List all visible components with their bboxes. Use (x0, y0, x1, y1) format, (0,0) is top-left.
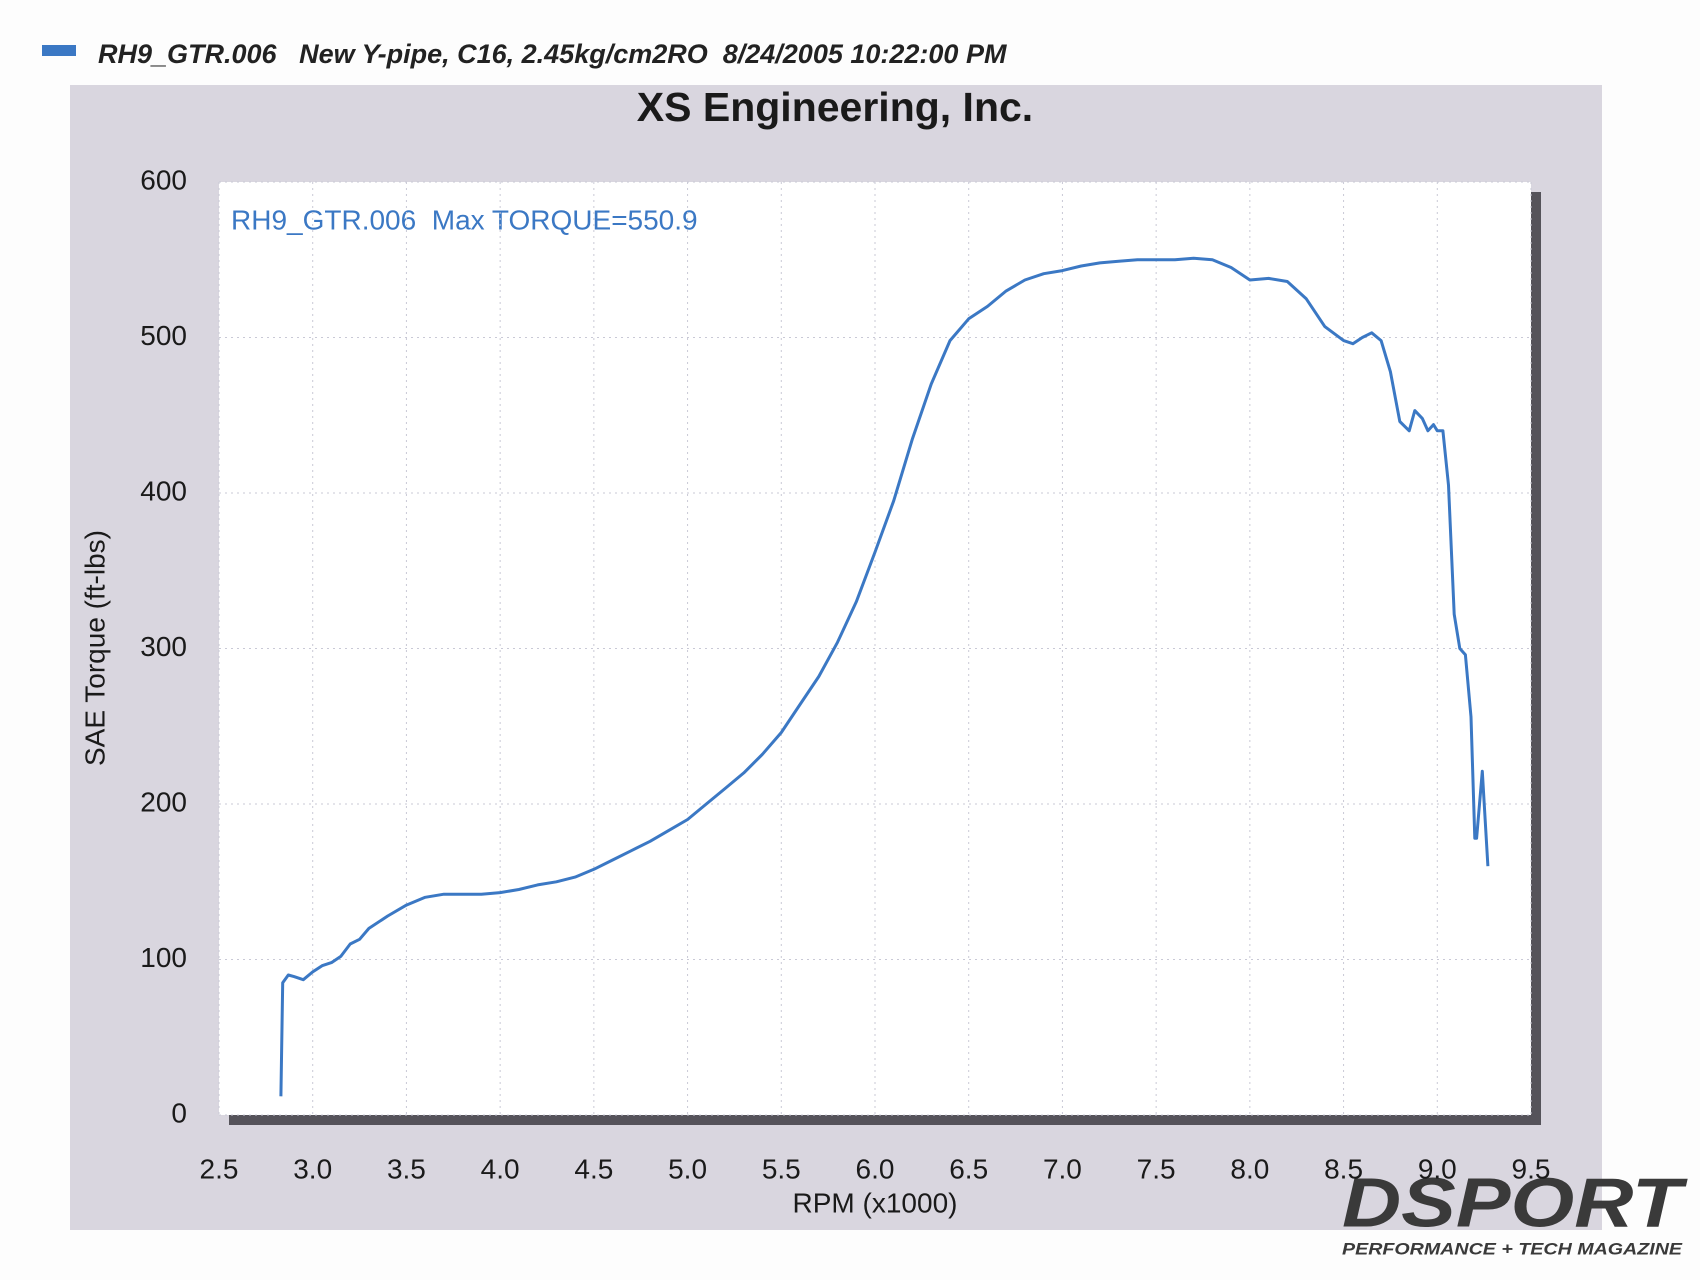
torque-line (279, 256, 1490, 1097)
logo: DSPORT (1342, 1163, 1688, 1241)
x-tick-label: 7.5 (1137, 1153, 1176, 1184)
y-tick-label: 600 (140, 164, 187, 195)
x-axis-label: RPM (x1000) (793, 1187, 958, 1218)
x-tick-label: 6.5 (949, 1153, 988, 1184)
y-tick-label: 400 (140, 475, 187, 506)
logo-subtitle: PERFORMANCE + TECH MAGAZINE (1342, 1239, 1683, 1258)
header: RH9_GTR.006 New Y-pipe, C16, 2.45kg/cm2R… (98, 39, 1007, 69)
x-tick-label: 5.0 (668, 1153, 707, 1184)
chart-title: XS Engineering, Inc. (637, 84, 1033, 130)
x-tick-label: 8.0 (1230, 1153, 1269, 1184)
y-tick-label: 200 (140, 786, 187, 817)
y-tick-label: 300 (140, 631, 187, 662)
x-tick-label: 9.5 (1512, 1153, 1551, 1184)
x-tick-label: 2.5 (200, 1153, 239, 1184)
x-tick-label: 4.0 (481, 1153, 520, 1184)
x-tick-label: 3.0 (293, 1153, 332, 1184)
y-axis-label: SAE Torque (ft-lbs) (79, 530, 110, 766)
header-swatch (42, 45, 76, 56)
annotation: RH9_GTR.006 Max TORQUE=550.9 (231, 204, 698, 235)
x-tick-label: 9.0 (1418, 1153, 1457, 1184)
x-tick-label: 5.5 (762, 1153, 801, 1184)
x-tick-label: 8.5 (1324, 1153, 1363, 1184)
y-tick-label: 0 (171, 1097, 187, 1128)
x-tick-label: 7.0 (1043, 1153, 1082, 1184)
x-tick-label: 6.0 (856, 1153, 895, 1184)
x-tick-label: 3.5 (387, 1153, 426, 1184)
y-tick-label: 100 (140, 942, 187, 973)
y-tick-label: 500 (140, 320, 187, 351)
x-tick-label: 4.5 (574, 1153, 613, 1184)
